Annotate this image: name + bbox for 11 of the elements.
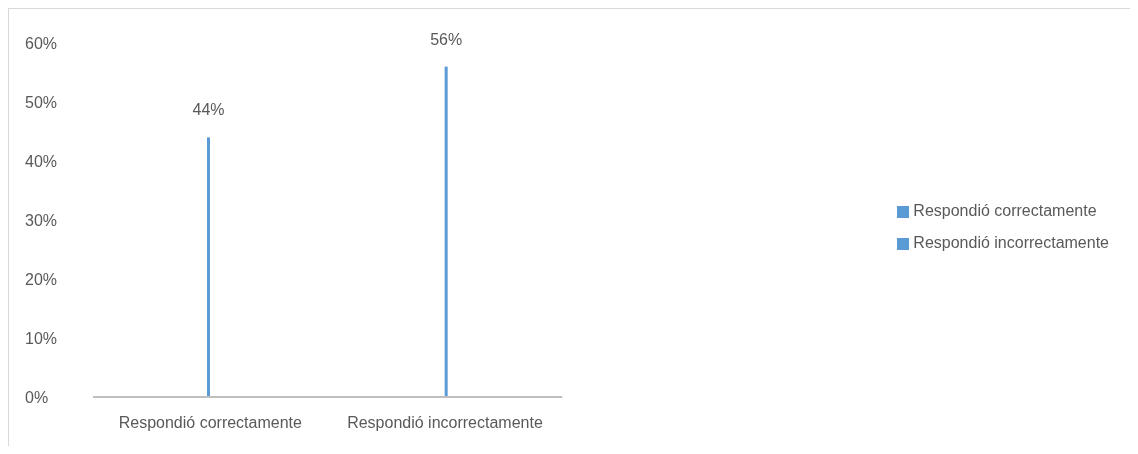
y-tick-label: 0% [25, 388, 49, 406]
data-label: 44% [192, 101, 225, 119]
y-tick-label: 30% [25, 211, 58, 229]
data-label: 56% [430, 30, 463, 48]
legend-label: Respondió incorrectamente [913, 234, 1109, 251]
y-tick-label: 40% [25, 152, 58, 170]
legend-label: Respondió correctamente [913, 202, 1097, 219]
y-tick-label: 60% [25, 34, 58, 52]
y-tick-label: 50% [25, 93, 58, 111]
y-tick-label: 10% [25, 329, 58, 347]
y-tick-label: 20% [25, 270, 58, 288]
